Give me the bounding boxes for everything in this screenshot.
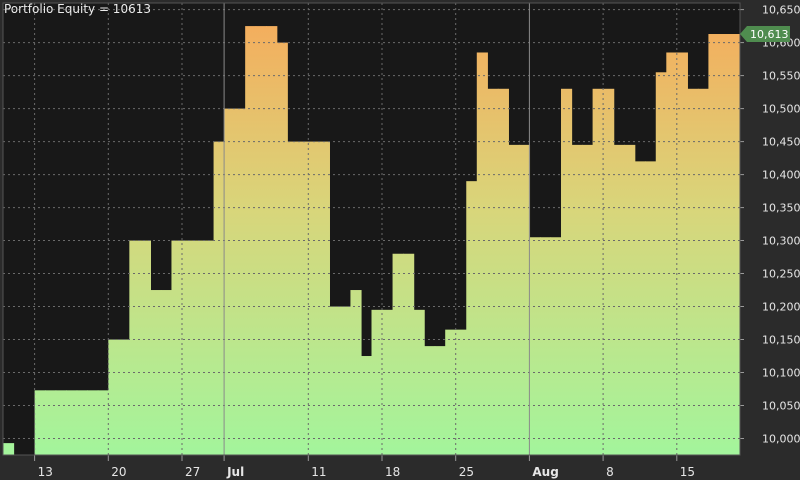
- y-tick-label: 10,550: [762, 70, 800, 83]
- x-tick-label: 25: [459, 465, 474, 479]
- x-tick-label: 13: [38, 465, 53, 479]
- equity-bar: [529, 237, 540, 455]
- x-tick-label: 15: [680, 465, 695, 479]
- equity-bar: [56, 390, 67, 455]
- equity-bar: [466, 181, 477, 455]
- equity-bar: [498, 89, 509, 455]
- equity-bar: [203, 241, 214, 455]
- equity-bar: [698, 89, 709, 455]
- equity-bar: [708, 34, 719, 455]
- equity-bar: [66, 390, 77, 455]
- y-tick-label: 10,400: [762, 169, 800, 182]
- y-tick-label: 10,000: [762, 433, 800, 446]
- equity-bar: [414, 310, 425, 455]
- equity-bar: [98, 390, 109, 455]
- equity-bar: [687, 89, 698, 455]
- equity-bar: [119, 340, 130, 455]
- equity-bar: [256, 26, 267, 455]
- equity-bar: [319, 142, 330, 455]
- equity-bar: [635, 161, 646, 455]
- x-tick-label: 20: [111, 465, 126, 479]
- y-tick-label: 10,250: [762, 268, 800, 281]
- equity-bar: [445, 330, 456, 455]
- y-tick-label: 10,150: [762, 334, 800, 347]
- equity-bar: [129, 241, 140, 455]
- x-tick-label: 27: [185, 465, 200, 479]
- equity-bar: [329, 307, 340, 455]
- equity-bar: [171, 241, 182, 455]
- equity-bar: [624, 145, 635, 455]
- equity-bar: [140, 241, 151, 455]
- equity-bar: [572, 145, 583, 455]
- equity-bar: [224, 109, 235, 455]
- y-tick-label: 10,650: [762, 4, 800, 17]
- equity-bar: [719, 34, 730, 455]
- equity-bar: [519, 145, 530, 455]
- equity-bar: [666, 52, 677, 455]
- equity-bar: [729, 34, 740, 455]
- x-tick-label: Aug: [532, 465, 558, 479]
- equity-bar: [87, 390, 98, 455]
- equity-bar: [508, 145, 519, 455]
- equity-bar: [677, 52, 688, 455]
- equity-bar: [382, 310, 393, 455]
- equity-bar: [214, 142, 225, 455]
- equity-bar: [656, 72, 667, 455]
- y-tick-label: 10,500: [762, 103, 800, 116]
- equity-bar: [393, 254, 404, 455]
- equity-bar: [477, 52, 488, 455]
- equity-bar: [308, 142, 319, 455]
- equity-bar: [182, 241, 193, 455]
- y-tick-label: 10,050: [762, 400, 800, 413]
- equity-bar: [35, 390, 46, 455]
- equity-bar: [340, 307, 351, 455]
- equity-bar: [582, 145, 593, 455]
- equity-bar: [372, 310, 383, 455]
- equity-bar: [277, 43, 288, 455]
- equity-bar: [540, 237, 551, 455]
- equity-bar: [235, 109, 246, 455]
- y-tick-label: 10,300: [762, 235, 800, 248]
- equity-bar: [614, 145, 625, 455]
- equity-bar: [487, 89, 498, 455]
- last-value-label: 10,613: [750, 28, 789, 41]
- chart-title: Portfolio Equity = 10613: [4, 2, 151, 16]
- y-tick-label: 10,200: [762, 301, 800, 314]
- equity-bar: [645, 161, 656, 455]
- equity-bar: [108, 340, 119, 455]
- equity-bar: [77, 390, 88, 455]
- equity-bar: [298, 142, 309, 455]
- x-tick-label: Jul: [226, 465, 244, 479]
- equity-bar: [193, 241, 204, 455]
- equity-bar: [361, 356, 372, 455]
- equity-bar: [403, 254, 414, 455]
- y-tick-label: 10,450: [762, 136, 800, 149]
- x-tick-label: 11: [311, 465, 326, 479]
- x-tick-label: 18: [385, 465, 400, 479]
- equity-bar: [561, 89, 572, 455]
- equity-bar: [287, 142, 298, 455]
- x-tick-label: 8: [606, 465, 614, 479]
- equity-bar: [456, 330, 467, 455]
- equity-bar: [593, 89, 604, 455]
- y-tick-label: 10,100: [762, 367, 800, 380]
- equity-bar: [550, 237, 561, 455]
- equity-bar: [266, 26, 277, 455]
- equity-bar: [603, 89, 614, 455]
- equity-bar: [3, 443, 14, 455]
- equity-bar: [161, 290, 172, 455]
- y-tick-label: 10,350: [762, 202, 800, 215]
- equity-bar: [45, 390, 56, 455]
